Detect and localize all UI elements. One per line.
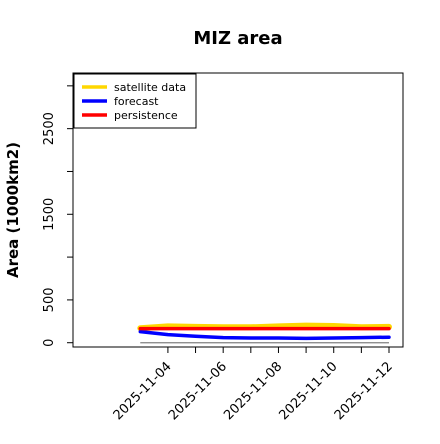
x-tick-label: 2025-11-06 — [166, 359, 230, 423]
y-tick-label: 0 — [42, 339, 57, 347]
y-tick-label: 2500 — [42, 112, 57, 145]
legend-entry: persistence — [82, 109, 178, 122]
x-axis: 2025-11-042025-11-062025-11-082025-11-10… — [111, 347, 396, 423]
legend-label: forecast — [114, 95, 159, 108]
y-tick-label: 500 — [42, 287, 57, 312]
plot-frame — [72, 72, 404, 348]
legend-label: persistence — [114, 109, 178, 122]
legend-label: satellite data — [114, 81, 186, 94]
legend-entry: forecast — [82, 95, 159, 108]
y-tick-label: 1500 — [42, 198, 57, 231]
series-line-forecast — [138, 329, 391, 341]
x-tick-label: 2025-11-04 — [111, 359, 175, 423]
series-line-satellite-data — [137, 322, 392, 332]
y-axis: 0 500 1500 2500 — [42, 85, 73, 347]
chart-title: MIZ area — [193, 28, 282, 49]
x-tick-label: 2025-11-10 — [277, 359, 341, 423]
legend-entry: satellite data — [82, 81, 186, 94]
x-tick-label: 2025-11-08 — [221, 359, 285, 423]
x-tick-label: 2025-11-12 — [332, 359, 396, 423]
y-axis-label: Area (1000km2) — [4, 142, 22, 278]
series-lines — [137, 322, 392, 344]
